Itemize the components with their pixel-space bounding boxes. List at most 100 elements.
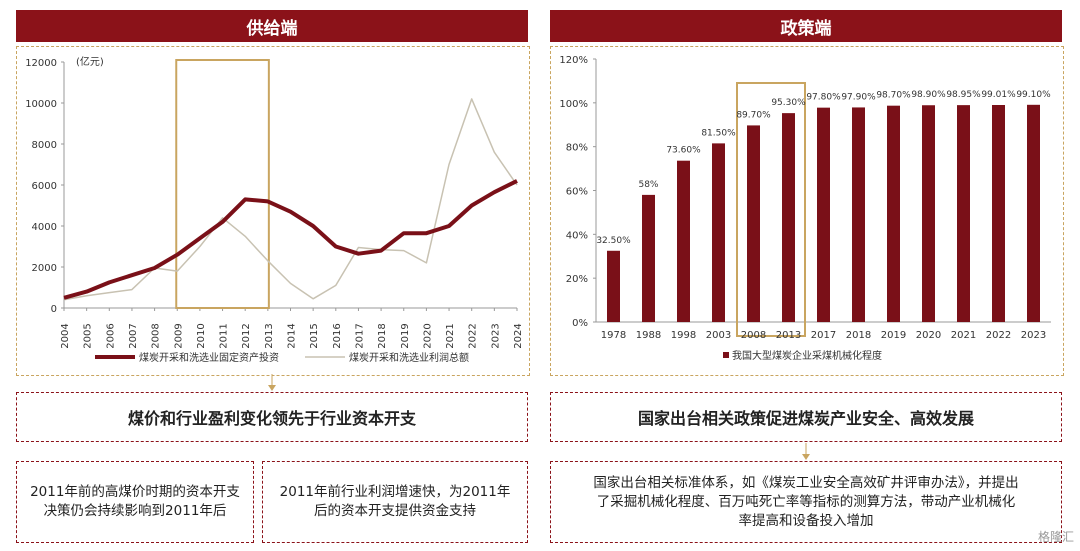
x-tick-label: 2004 — [60, 323, 71, 348]
bar — [852, 107, 865, 322]
bar-value-label: 32.50% — [596, 236, 631, 246]
y-tick-label: 20% — [566, 274, 588, 285]
y-tick-label: 2000 — [32, 263, 57, 274]
y-tick-label: 12000 — [25, 58, 57, 69]
x-tick-label: 2018 — [377, 323, 388, 348]
bar-value-label: 98.90% — [911, 90, 946, 100]
x-tick-label: 2005 — [83, 323, 94, 348]
x-tick-label: 2011 — [219, 323, 230, 348]
x-tick-label: 2019 — [400, 323, 411, 348]
y-tick-label: 40% — [566, 230, 588, 241]
supply-line-chart: 0 2000 4000 6000 8000 10000 12000 (亿元) 2004 2005 2… — [25, 55, 524, 364]
x-tick-label: 2013 — [776, 330, 801, 341]
y-tick-label: 80% — [566, 143, 588, 154]
x-tick-label: 2023 — [490, 323, 501, 348]
supply-note-box-2: 2011年前行业利润增速快，为2011年后的资本开支提供资金支持 — [262, 461, 528, 543]
x-tick-label: 2017 — [811, 330, 836, 341]
supply-note-box-1: 2011年前的高煤价时期的资本开支决策仍会持续影响到2011年后 — [16, 461, 254, 543]
x-tick-label: 2020 — [422, 323, 433, 348]
bar-value-label: 73.60% — [666, 146, 701, 156]
bar-value-label: 98.70% — [876, 91, 911, 101]
y-unit-label: (亿元) — [76, 55, 104, 68]
bar — [922, 105, 935, 322]
bar-value-label: 95.30% — [771, 98, 806, 108]
y-tick-label: 100% — [559, 99, 588, 110]
bar — [1027, 104, 1040, 322]
policy-note-box: 国家出台相关标准体系，如《煤炭工业安全高效矿井评审办法》，并提出了采掘机械化程度… — [550, 461, 1062, 543]
series-line-profit — [63, 98, 518, 301]
watermark: 格隆汇 — [1038, 528, 1074, 545]
bar — [747, 125, 760, 322]
x-tick-label: 2023 — [1021, 330, 1046, 341]
highlight-box-2008-2013 — [736, 82, 806, 337]
policy-summary-box: 国家出台相关政策促进煤炭产业安全、高效发展 — [550, 392, 1062, 442]
watermark-text: 格隆汇 — [1037, 530, 1074, 544]
legend-label: 我国大型煤炭企业采煤机械化程度 — [732, 349, 882, 362]
x-tick-label: 2007 — [128, 323, 139, 348]
x-tick-label: 2016 — [332, 323, 343, 348]
y-tick-label: 6000 — [32, 181, 57, 192]
x-tick-label: 2012 — [241, 323, 252, 348]
policy-chart-panel: 0% 20% 40% 60% 80% 100% 120% 32.50% 1978 58% 1988 7… — [550, 46, 1064, 376]
y-tick-label: 8000 — [32, 140, 57, 151]
legend-label-investment: 煤炭开采和洗选业固定资产投资 — [139, 351, 279, 364]
y-tick-label: 10000 — [25, 99, 57, 110]
highlight-box-2009-2013 — [175, 59, 270, 309]
legend-label-profit: 煤炭开采和洗选业利润总额 — [349, 351, 469, 364]
x-tick-label: 2003 — [706, 330, 731, 341]
x-tick-label: 2024 — [513, 323, 524, 348]
supply-chart-panel: 0 2000 4000 6000 8000 10000 12000 (亿元) 2004 2005 2… — [16, 46, 530, 376]
right-connector-arrow — [802, 454, 810, 460]
x-tick-label: 2021 — [445, 323, 456, 348]
bar-value-label: 99.10% — [1016, 90, 1051, 100]
policy-side-title: 政策端 — [780, 18, 832, 39]
bar — [712, 143, 725, 322]
x-tick-label: 2006 — [105, 323, 116, 348]
supply-side-title: 供给端 — [246, 18, 298, 39]
supply-note-text-1: 2011年前的高煤价时期的资本开支决策仍会持续影响到2011年后 — [30, 484, 240, 519]
x-tick-label: 1978 — [601, 330, 626, 341]
bar — [782, 113, 795, 323]
x-tick-label: 2021 — [951, 330, 976, 341]
x-tick-label: 2015 — [309, 323, 320, 348]
x-tick-label: 2008 — [741, 330, 766, 341]
x-tick-label: 2018 — [846, 330, 871, 341]
x-tick-label: 2020 — [916, 330, 941, 341]
x-tick-label: 2017 — [354, 323, 365, 348]
bar — [992, 105, 1005, 322]
x-tick-label: 2013 — [264, 323, 275, 348]
bar — [607, 250, 620, 322]
x-tick-label: 1998 — [671, 330, 696, 341]
series-line-investment — [63, 179, 518, 300]
y-tick-label: 0% — [572, 318, 588, 329]
bar-value-label: 97.90% — [841, 92, 876, 102]
left-connector-arrow — [268, 385, 276, 391]
supply-summary-text: 煤价和行业盈利变化领先于行业资本开支 — [127, 409, 416, 428]
policy-bar-chart: 0% 20% 40% 60% 80% 100% 120% 32.50% 1978 58% 1988 7… — [559, 55, 1051, 362]
y-tick-label: 60% — [566, 187, 588, 198]
bar — [817, 107, 830, 322]
x-tick-label: 2022 — [468, 323, 479, 348]
x-tick-label: 2009 — [173, 323, 184, 348]
legend-swatch — [723, 352, 729, 358]
bar-value-label: 81.50% — [701, 128, 736, 138]
x-tick-label: 2019 — [881, 330, 906, 341]
bar — [957, 105, 970, 322]
bar-value-label: 98.95% — [946, 90, 981, 100]
bar — [887, 105, 900, 322]
bar — [677, 160, 690, 322]
policy-summary-text: 国家出台相关政策促进煤炭产业安全、高效发展 — [637, 409, 974, 428]
bar-value-label: 58% — [638, 180, 658, 190]
y-tick-label: 0 — [51, 304, 57, 315]
bar-value-label: 97.80% — [806, 93, 841, 103]
x-tick-label: 2022 — [986, 330, 1011, 341]
policy-note-text: 国家出台相关标准体系，如《煤炭工业安全高效矿井评审办法》，并提出了采掘机械化程度… — [593, 474, 1019, 529]
bar — [642, 194, 655, 322]
x-tick-label: 2014 — [287, 323, 298, 348]
supply-summary-box: 煤价和行业盈利变化领先于行业资本开支 — [16, 392, 528, 442]
x-tick-label: 1988 — [636, 330, 661, 341]
bar-value-label: 89.70% — [736, 110, 771, 120]
x-tick-label: 2010 — [196, 323, 207, 348]
y-tick-label: 4000 — [32, 222, 57, 233]
x-tick-label: 2008 — [151, 323, 162, 348]
